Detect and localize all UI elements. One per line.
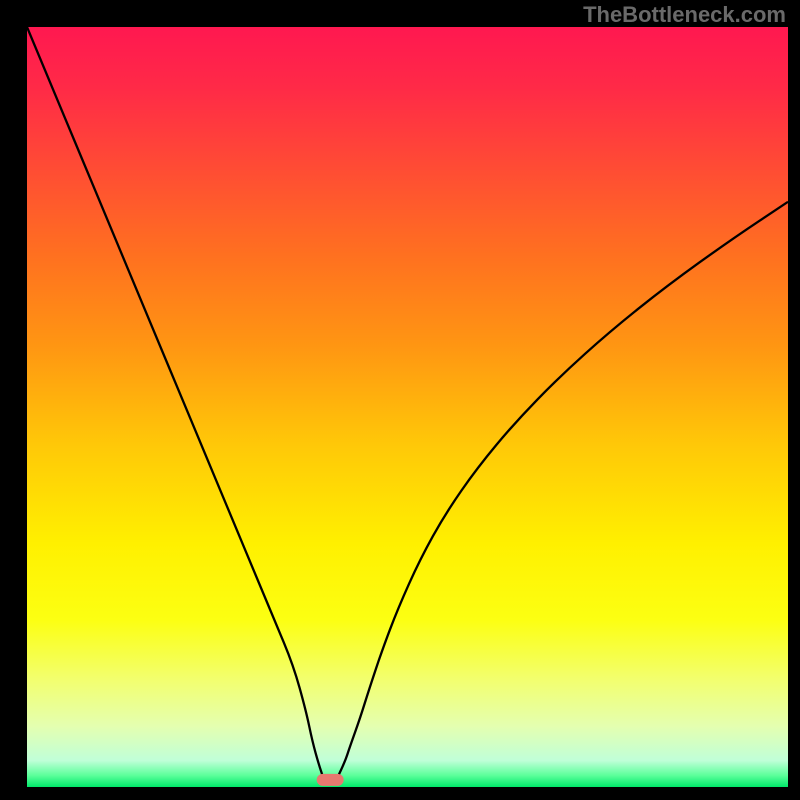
plot-area xyxy=(27,27,788,787)
optimum-marker xyxy=(317,774,344,786)
chart-frame: TheBottleneck.com xyxy=(0,0,800,800)
curve-right-branch xyxy=(336,202,788,780)
bottleneck-curve xyxy=(27,27,788,787)
watermark-text: TheBottleneck.com xyxy=(583,2,786,28)
curve-left-branch xyxy=(27,27,324,779)
